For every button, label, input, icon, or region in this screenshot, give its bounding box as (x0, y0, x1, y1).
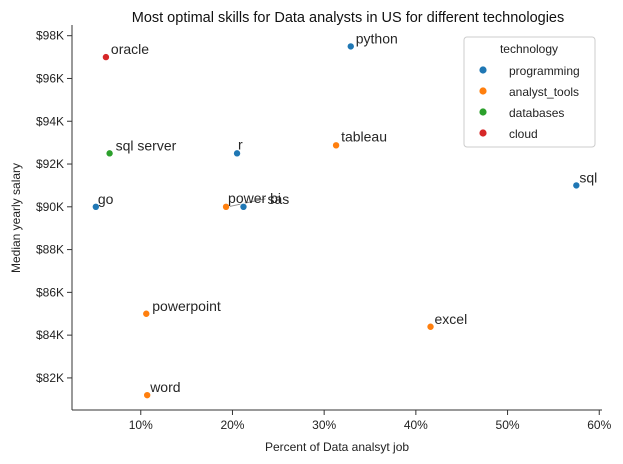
y-tick-label: $90K (36, 200, 64, 214)
legend: technology programming analyst_toolsdatab… (463, 36, 596, 148)
point-label-go: go (98, 191, 114, 207)
legend-title: technology (500, 42, 558, 56)
legend-marker-databases (479, 108, 487, 116)
legend-marker-analyst_tools (479, 87, 487, 95)
point-tableau (332, 141, 341, 150)
point-labels: python oracle tableau r sql server sql go power… (98, 30, 597, 395)
point-python (346, 42, 355, 51)
point-r (233, 149, 242, 158)
legend-entry-cloud: cloud (509, 127, 538, 141)
y-tick-label: $86K (36, 285, 64, 299)
legend-marker-cloud (479, 129, 487, 137)
legend-marker-programming (479, 66, 487, 74)
y-tick-label: $82K (36, 371, 64, 385)
y-tick-label: $94K (36, 114, 64, 128)
x-tick-label: 10% (129, 418, 153, 432)
point-excel (426, 322, 435, 331)
chart-title: Most optimal skills for Data analysts in… (132, 10, 565, 26)
point-oracle (101, 53, 110, 62)
legend-entry-programming: programming (509, 64, 580, 78)
point-label-sas: sas (267, 191, 289, 207)
point-label-powerpoint: powerpoint (152, 298, 221, 314)
point-sas (239, 202, 248, 211)
point-label-power-bi: power bi (228, 190, 281, 206)
x-tick-label: 50% (496, 418, 520, 432)
x-tick-label: 20% (220, 418, 244, 432)
point-label-r: r (238, 136, 243, 152)
point-go (91, 202, 100, 211)
y-tick-label: $96K (36, 71, 64, 85)
point-label-excel: excel (435, 311, 468, 327)
point-label-oracle: oracle (111, 41, 149, 57)
point-label-tableau: tableau (341, 128, 387, 144)
x-tick-label: 60% (587, 418, 611, 432)
point-label-sql-server: sql server (116, 137, 177, 153)
point-sql-server (105, 149, 114, 158)
x-axis-ticks: 10% 20% 30% 40% 50% 60% (129, 410, 612, 432)
y-tick-label: $92K (36, 157, 64, 171)
point-label-word: word (149, 379, 180, 395)
y-tick-label: $88K (36, 243, 64, 257)
point-power-bi (222, 202, 231, 211)
point-powerpoint (142, 309, 151, 318)
y-tick-label: $84K (36, 328, 64, 342)
y-tick-label: $98K (36, 29, 64, 43)
x-tick-label: 40% (404, 418, 428, 432)
point-sql (572, 181, 581, 190)
legend-entry-databases: databases (509, 106, 564, 120)
legend-frame (463, 36, 596, 148)
label-connectors (227, 198, 266, 208)
point-word (143, 391, 152, 400)
data-points (91, 42, 581, 400)
y-axis-ticks: $82K $84K $86K $88K $90K $92K $94K $96K $98K (36, 29, 72, 385)
legend-entry-analyst_tools: analyst_tools (509, 85, 579, 99)
point-label-sql: sql (579, 169, 597, 185)
x-axis-title: Percent of Data analsyt job (265, 440, 409, 454)
label-connector (227, 198, 266, 208)
x-tick-label: 30% (312, 418, 336, 432)
y-axis-title: Median yearly salary (9, 163, 23, 273)
point-label-python: python (356, 30, 398, 46)
